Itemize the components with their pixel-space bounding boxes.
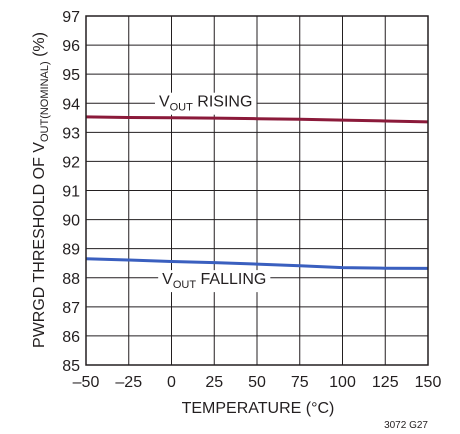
x-tick-label: 0 [167, 374, 176, 391]
x-tick-labels: –50 –25 0 25 50 75 100 125 150 [73, 374, 442, 391]
grid [86, 16, 428, 365]
y-tick-label: 85 [62, 358, 80, 375]
y-tick-label: 89 [62, 242, 80, 259]
x-tick-label: 75 [291, 374, 309, 391]
y-tick-label: 94 [62, 96, 80, 113]
x-tick-label: 50 [248, 374, 266, 391]
y-axis-title-main: PWRGD THRESHOLD OF V [31, 142, 48, 348]
y-tick-label: 92 [62, 154, 80, 171]
y-tick-labels: 85 86 87 88 89 90 91 92 93 94 95 96 97 [62, 9, 80, 375]
y-tick-label: 87 [62, 300, 80, 317]
x-tick-label: 125 [372, 374, 399, 391]
x-tick-label: 25 [205, 374, 223, 391]
x-tick-label: –25 [115, 374, 142, 391]
x-tick-label: –50 [73, 374, 100, 391]
y-tick-label: 86 [62, 329, 80, 346]
y-tick-label: 95 [62, 67, 80, 84]
series-label-main: V [159, 94, 170, 111]
series-label-sub: OUT [170, 102, 194, 114]
y-tick-label: 88 [62, 271, 80, 288]
y-tick-label: 90 [62, 213, 80, 230]
series-label-main: V [162, 271, 173, 288]
x-tick-label: 150 [415, 374, 442, 391]
y-tick-label: 97 [62, 9, 80, 26]
y-tick-label: 96 [62, 38, 80, 55]
series-label-tail: FALLING [196, 271, 266, 288]
y-tick-label: 93 [62, 125, 80, 142]
y-tick-label: 91 [62, 184, 80, 201]
y-axis-title-sub: OUT(NOMINAL) [39, 61, 51, 142]
x-axis-title: TEMPERATURE (°C) [182, 400, 335, 417]
y-axis-title-tail: (%) [31, 32, 48, 61]
series-label-sub: OUT [173, 279, 197, 291]
x-tick-label: 100 [329, 374, 356, 391]
y-axis-title: PWRGD THRESHOLD OF VOUT(NOMINAL) (%) [31, 32, 51, 348]
series-label-tail: RISING [193, 94, 253, 111]
figure-code: 3072 G27 [384, 420, 428, 431]
